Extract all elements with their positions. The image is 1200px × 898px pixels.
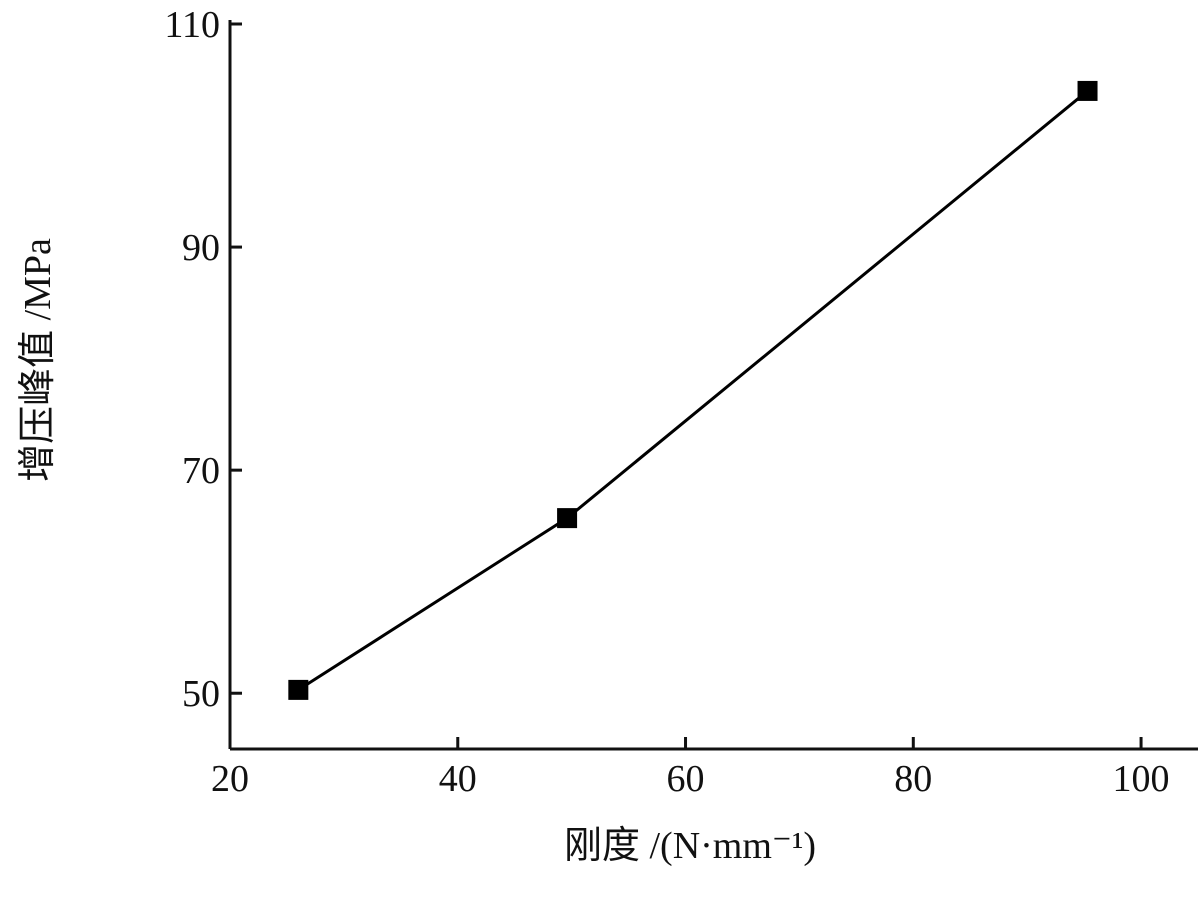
x-tick-label: 40 [439,758,477,800]
y-tick-label: 70 [182,450,220,492]
line [297,89,1089,692]
y-tick-label: 50 [182,673,220,715]
y-tick-label: 110 [164,4,220,46]
y-axis-label: 增压峰值 /MPa [17,238,59,482]
y-tick-label: 90 [182,227,220,269]
x-tick-label: 100 [1113,758,1170,800]
marker [557,508,578,529]
marker [1077,80,1098,101]
marker [288,679,309,700]
x-tick-label: 60 [667,758,705,800]
x-tick-label: 20 [211,758,249,800]
x-tick-label: 80 [894,758,932,800]
x-axis-label: 刚度 /(N·mm⁻¹) [564,825,816,867]
